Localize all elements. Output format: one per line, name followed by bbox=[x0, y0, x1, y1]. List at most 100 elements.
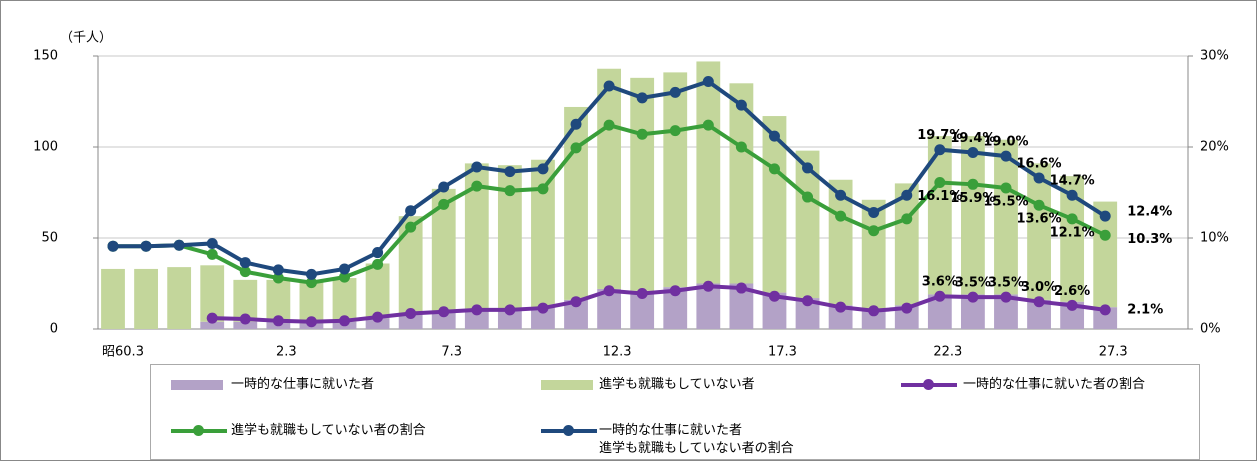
bar bbox=[398, 314, 423, 329]
point bbox=[570, 296, 582, 308]
bar bbox=[365, 318, 390, 329]
point bbox=[835, 210, 847, 222]
point bbox=[768, 163, 780, 175]
point bbox=[669, 125, 681, 137]
point bbox=[471, 161, 483, 173]
bar bbox=[994, 294, 1018, 329]
legend-label: 進学も就職もしていない者 bbox=[599, 377, 755, 392]
legend-label: 一時的な仕事に就いた者 進学も就職もしていない者の割合 bbox=[599, 423, 794, 456]
x-tick-label: 27.3 bbox=[1099, 345, 1128, 360]
data-label: 12.4% bbox=[1127, 205, 1172, 220]
data-label: 2.1% bbox=[1127, 302, 1163, 317]
point bbox=[1099, 210, 1111, 222]
point bbox=[603, 80, 615, 92]
data-label: 3.5% bbox=[955, 276, 991, 291]
bar bbox=[927, 136, 952, 295]
data-label: 16.1% bbox=[917, 189, 962, 204]
bar bbox=[597, 68, 622, 289]
bar bbox=[663, 72, 688, 288]
point bbox=[1066, 299, 1078, 311]
bar bbox=[1060, 301, 1085, 329]
data-label: 19.7% bbox=[917, 128, 962, 143]
point bbox=[339, 263, 351, 275]
data-label: 15.9% bbox=[950, 191, 995, 206]
point bbox=[735, 141, 747, 153]
bar bbox=[597, 288, 622, 329]
bar bbox=[696, 61, 721, 284]
bar bbox=[464, 308, 489, 329]
point bbox=[537, 302, 549, 314]
y-tick-label: 50 bbox=[41, 231, 58, 246]
point bbox=[1033, 199, 1045, 211]
bar bbox=[266, 279, 291, 322]
data-label: 13.6% bbox=[1016, 212, 1061, 227]
point bbox=[603, 285, 615, 297]
point bbox=[305, 316, 317, 328]
point bbox=[636, 288, 648, 300]
point bbox=[901, 213, 913, 225]
bar bbox=[630, 77, 655, 291]
line bbox=[212, 284, 1106, 324]
point bbox=[1000, 150, 1012, 162]
bar bbox=[332, 278, 357, 322]
point bbox=[669, 86, 681, 98]
point bbox=[768, 130, 780, 142]
data-label: 3.0% bbox=[1021, 280, 1057, 295]
point bbox=[537, 163, 549, 175]
point bbox=[438, 306, 450, 318]
point bbox=[636, 92, 648, 104]
y2-tick-label: 10% bbox=[1200, 231, 1229, 246]
bar bbox=[762, 292, 787, 329]
point bbox=[206, 237, 218, 249]
data-label: 3.5% bbox=[988, 276, 1024, 291]
legend-swatch bbox=[541, 380, 593, 390]
point bbox=[372, 247, 384, 259]
bar bbox=[464, 163, 489, 309]
y-axis-label: （千人） bbox=[60, 31, 112, 46]
data-label: 15.5% bbox=[983, 194, 1028, 209]
point bbox=[669, 285, 681, 297]
bar bbox=[101, 268, 125, 329]
x-tick-label: 22.3 bbox=[933, 345, 962, 360]
point bbox=[702, 280, 714, 292]
data-label: 19.0% bbox=[983, 135, 1028, 150]
bar bbox=[564, 299, 588, 329]
point bbox=[1066, 213, 1078, 225]
data-label: 19.4% bbox=[950, 131, 995, 146]
point bbox=[1099, 304, 1111, 316]
bar bbox=[961, 294, 985, 329]
point bbox=[372, 258, 384, 270]
point bbox=[636, 128, 648, 140]
point bbox=[835, 301, 847, 313]
point bbox=[735, 282, 747, 294]
bar bbox=[762, 116, 787, 293]
point bbox=[1099, 229, 1111, 241]
point bbox=[967, 146, 979, 158]
bar bbox=[795, 150, 820, 299]
legend-swatch bbox=[901, 379, 957, 390]
x-tick-label: 2.3 bbox=[276, 345, 297, 360]
bar bbox=[729, 283, 754, 329]
point bbox=[504, 185, 516, 197]
y-tick-label: 150 bbox=[33, 49, 58, 64]
point bbox=[239, 313, 251, 325]
point bbox=[570, 142, 582, 154]
y2-tick-label: 20% bbox=[1200, 140, 1229, 155]
point bbox=[934, 176, 946, 188]
bar bbox=[894, 305, 919, 329]
bar bbox=[994, 139, 1018, 295]
bar bbox=[497, 165, 522, 309]
point bbox=[901, 189, 913, 201]
legend-label: 進学も就職もしていない者の割合 bbox=[231, 423, 426, 438]
data-label: 2.6% bbox=[1054, 284, 1090, 299]
bar bbox=[927, 294, 952, 329]
point bbox=[339, 271, 351, 283]
point bbox=[305, 268, 317, 280]
point bbox=[372, 311, 384, 323]
legend-marker bbox=[923, 379, 934, 390]
point bbox=[1033, 296, 1045, 308]
point bbox=[272, 315, 284, 327]
bar bbox=[497, 308, 522, 329]
bar bbox=[1027, 163, 1051, 300]
